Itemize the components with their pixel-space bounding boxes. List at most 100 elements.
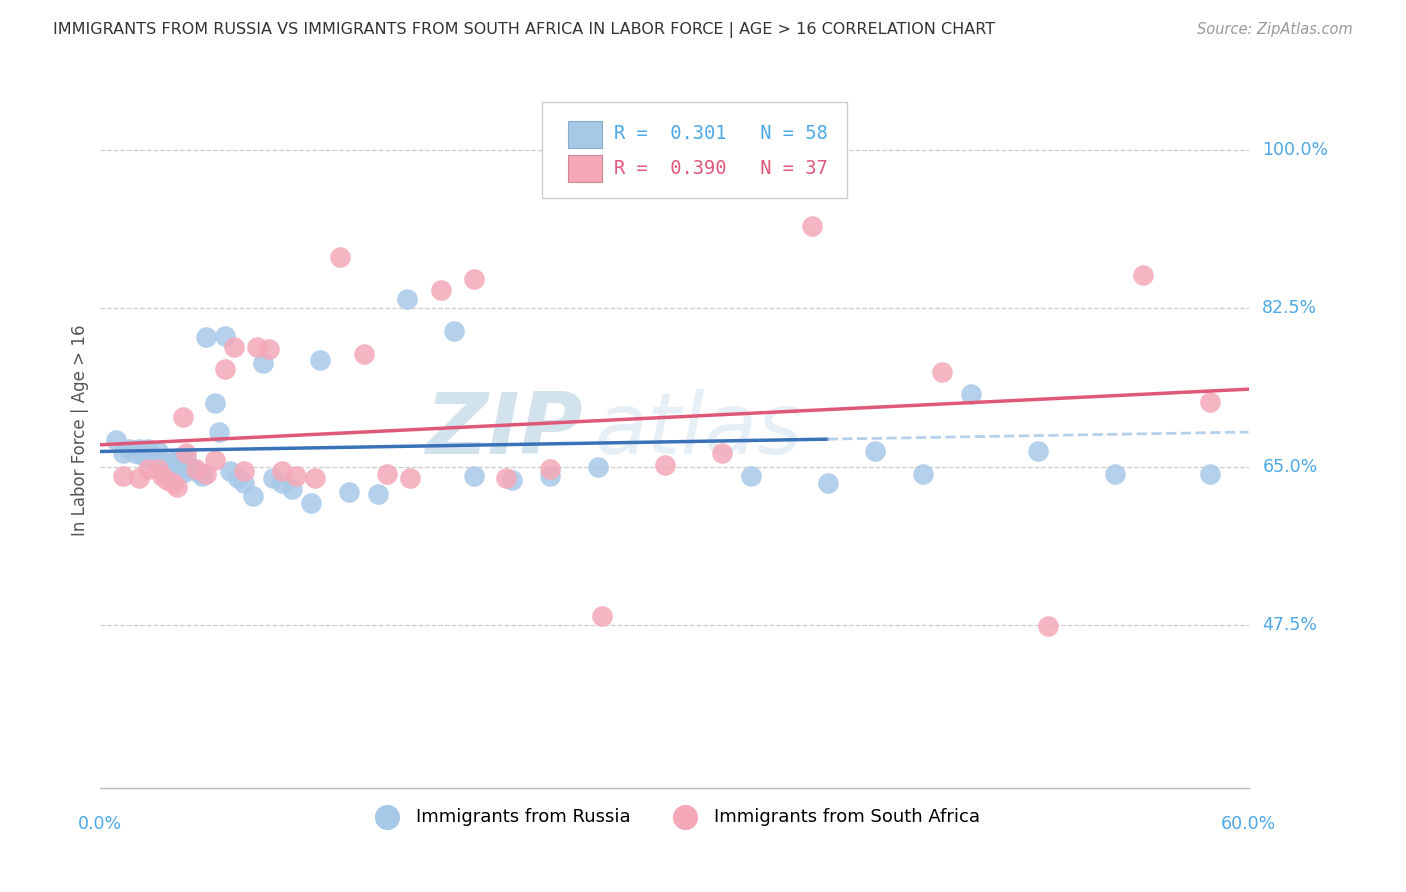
Point [246,340,269,354]
Point [208,425,231,440]
Text: 65.0%: 65.0% [1263,458,1317,475]
Point [219,464,242,478]
Point [162,476,184,491]
Point [128,442,150,456]
Point [131,448,153,462]
Point [430,283,453,297]
Point [262,471,284,485]
Point [538,461,561,475]
Point [309,353,332,368]
Point [271,464,294,478]
Point [463,271,485,285]
Point [155,464,177,478]
Point [184,461,207,475]
Point [166,480,188,494]
Text: 60.0%: 60.0% [1220,815,1277,833]
Point [865,443,887,458]
Point [395,293,418,307]
Point [740,469,762,483]
Point [711,446,734,460]
Text: ZIP: ZIP [425,389,582,472]
Point [150,469,173,483]
Point [1104,467,1126,482]
Point [176,459,198,474]
Point [495,471,517,485]
Bar [568,121,602,148]
Point [136,442,159,456]
Point [538,469,561,483]
Text: 47.5%: 47.5% [1263,616,1317,634]
Point [146,452,169,467]
Point [194,467,217,482]
Point [136,461,159,475]
Point [1199,467,1222,482]
Point [654,458,676,472]
Point [181,461,204,475]
Y-axis label: In Labor Force | Age > 16: In Labor Force | Age > 16 [72,325,89,536]
Point [931,365,953,379]
Point [214,328,236,343]
Text: R =  0.390   N = 37: R = 0.390 N = 37 [613,160,827,178]
Text: 0.0%: 0.0% [79,815,122,833]
FancyBboxPatch shape [543,102,846,198]
Point [214,362,236,376]
Point [172,466,194,480]
Point [271,476,294,491]
Point [304,471,326,485]
Point [128,471,150,485]
Point [586,459,609,474]
Point [329,250,352,264]
Point [204,452,226,467]
Point [242,489,264,503]
Point [184,464,207,478]
Point [170,450,193,465]
Point [591,609,613,624]
Point [191,469,214,483]
Point [118,442,141,456]
Point [142,450,165,465]
Point [226,471,249,485]
Point [817,476,839,491]
Point [232,464,254,478]
Point [156,467,179,482]
Point [960,387,983,401]
Legend: Immigrants from Russia, Immigrants from South Africa: Immigrants from Russia, Immigrants from … [361,800,987,833]
Point [166,464,188,478]
Point [252,356,274,370]
Point [299,496,322,510]
Point [224,340,246,354]
Point [337,485,360,500]
Point [232,476,254,491]
Point [146,443,169,458]
Text: Source: ZipAtlas.com: Source: ZipAtlas.com [1197,22,1353,37]
Point [801,219,824,233]
Point [257,342,280,356]
Point [146,461,169,475]
Text: R =  0.301   N = 58: R = 0.301 N = 58 [613,124,827,143]
Point [150,455,173,469]
Point [104,433,127,447]
Point [284,469,307,483]
Text: atlas: atlas [595,389,801,472]
Bar [568,155,602,183]
Point [353,346,375,360]
Point [112,446,135,460]
Point [162,455,184,469]
Point [176,450,198,465]
Point [280,483,302,497]
Point [112,469,135,483]
Point [176,446,198,460]
Point [1036,619,1059,633]
Text: 100.0%: 100.0% [1263,141,1329,159]
Point [912,467,935,482]
Point [367,487,389,501]
Point [501,474,523,488]
Text: 82.5%: 82.5% [1263,300,1317,318]
Point [1199,394,1222,409]
Point [136,450,159,465]
Point [172,410,194,425]
Point [157,469,180,483]
Point [443,324,465,338]
Point [399,471,422,485]
Point [463,469,485,483]
